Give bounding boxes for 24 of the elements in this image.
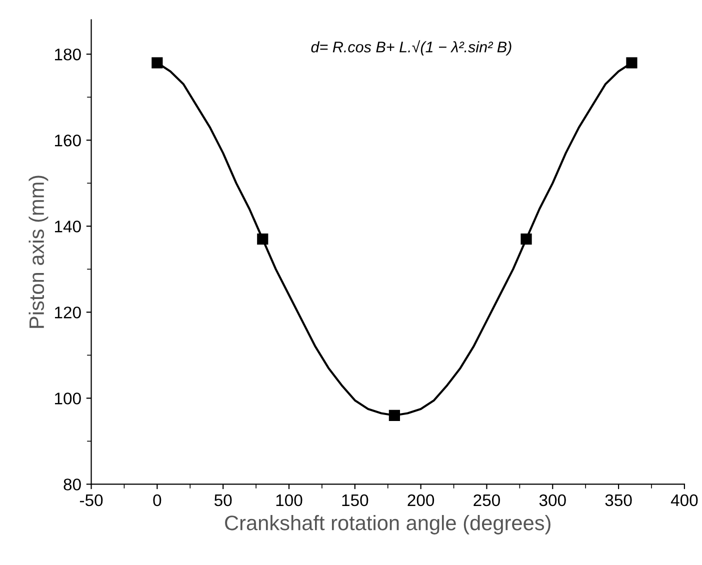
y-tick-label: 120 xyxy=(55,306,81,318)
x-tick-label: 0 xyxy=(153,494,162,506)
x-tick-label: 200 xyxy=(408,494,434,506)
y-tick-label: 100 xyxy=(55,392,81,404)
point xyxy=(626,57,638,68)
x-tick-label: 150 xyxy=(342,494,368,506)
point xyxy=(152,57,163,68)
x-tick-label: 400 xyxy=(670,494,698,506)
point xyxy=(388,410,400,421)
y-tick-label: 140 xyxy=(55,220,81,232)
x-tick-label: 50 xyxy=(214,494,232,506)
annotation: d= R.cos B+ L.√(1 − λ².sin² B) xyxy=(311,40,512,56)
x-tick-label: 350 xyxy=(605,494,632,506)
y-tick-label: 80 xyxy=(64,478,81,490)
x-tick-label: 100 xyxy=(276,494,302,506)
y-axis-title: Piston axis (mm) xyxy=(28,176,48,328)
x-tick-label: 250 xyxy=(474,494,500,506)
y-tick-label: 180 xyxy=(55,48,81,60)
x-axis-title: Crankshaft rotation angle (degrees) xyxy=(225,515,550,534)
x-tick-label: -50 xyxy=(80,494,103,506)
x-tick-label: 300 xyxy=(539,494,566,506)
y-tick-label: 160 xyxy=(55,134,81,146)
point xyxy=(257,234,268,245)
point xyxy=(520,234,532,245)
